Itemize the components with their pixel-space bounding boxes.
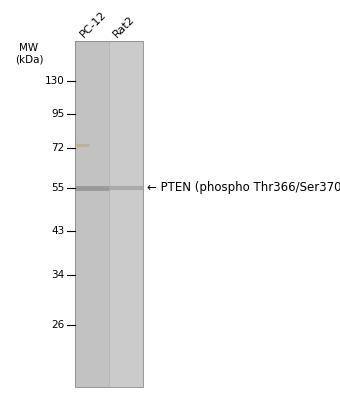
Bar	[74, 41, 109, 387]
Text: ← PTEN (phospho Thr366/Ser370): ← PTEN (phospho Thr366/Ser370)	[147, 181, 340, 194]
Bar	[109, 41, 143, 387]
Text: 72: 72	[51, 142, 65, 152]
Text: 95: 95	[51, 109, 65, 119]
Text: 55: 55	[51, 183, 65, 193]
Text: MW
(kDa): MW (kDa)	[15, 43, 43, 65]
Text: 43: 43	[51, 226, 65, 236]
Text: Rat2: Rat2	[111, 14, 137, 39]
Text: 130: 130	[45, 76, 65, 86]
Text: PC-12: PC-12	[79, 9, 109, 39]
Text: 26: 26	[51, 320, 65, 330]
Text: 34: 34	[51, 270, 65, 280]
Bar	[74, 41, 143, 387]
